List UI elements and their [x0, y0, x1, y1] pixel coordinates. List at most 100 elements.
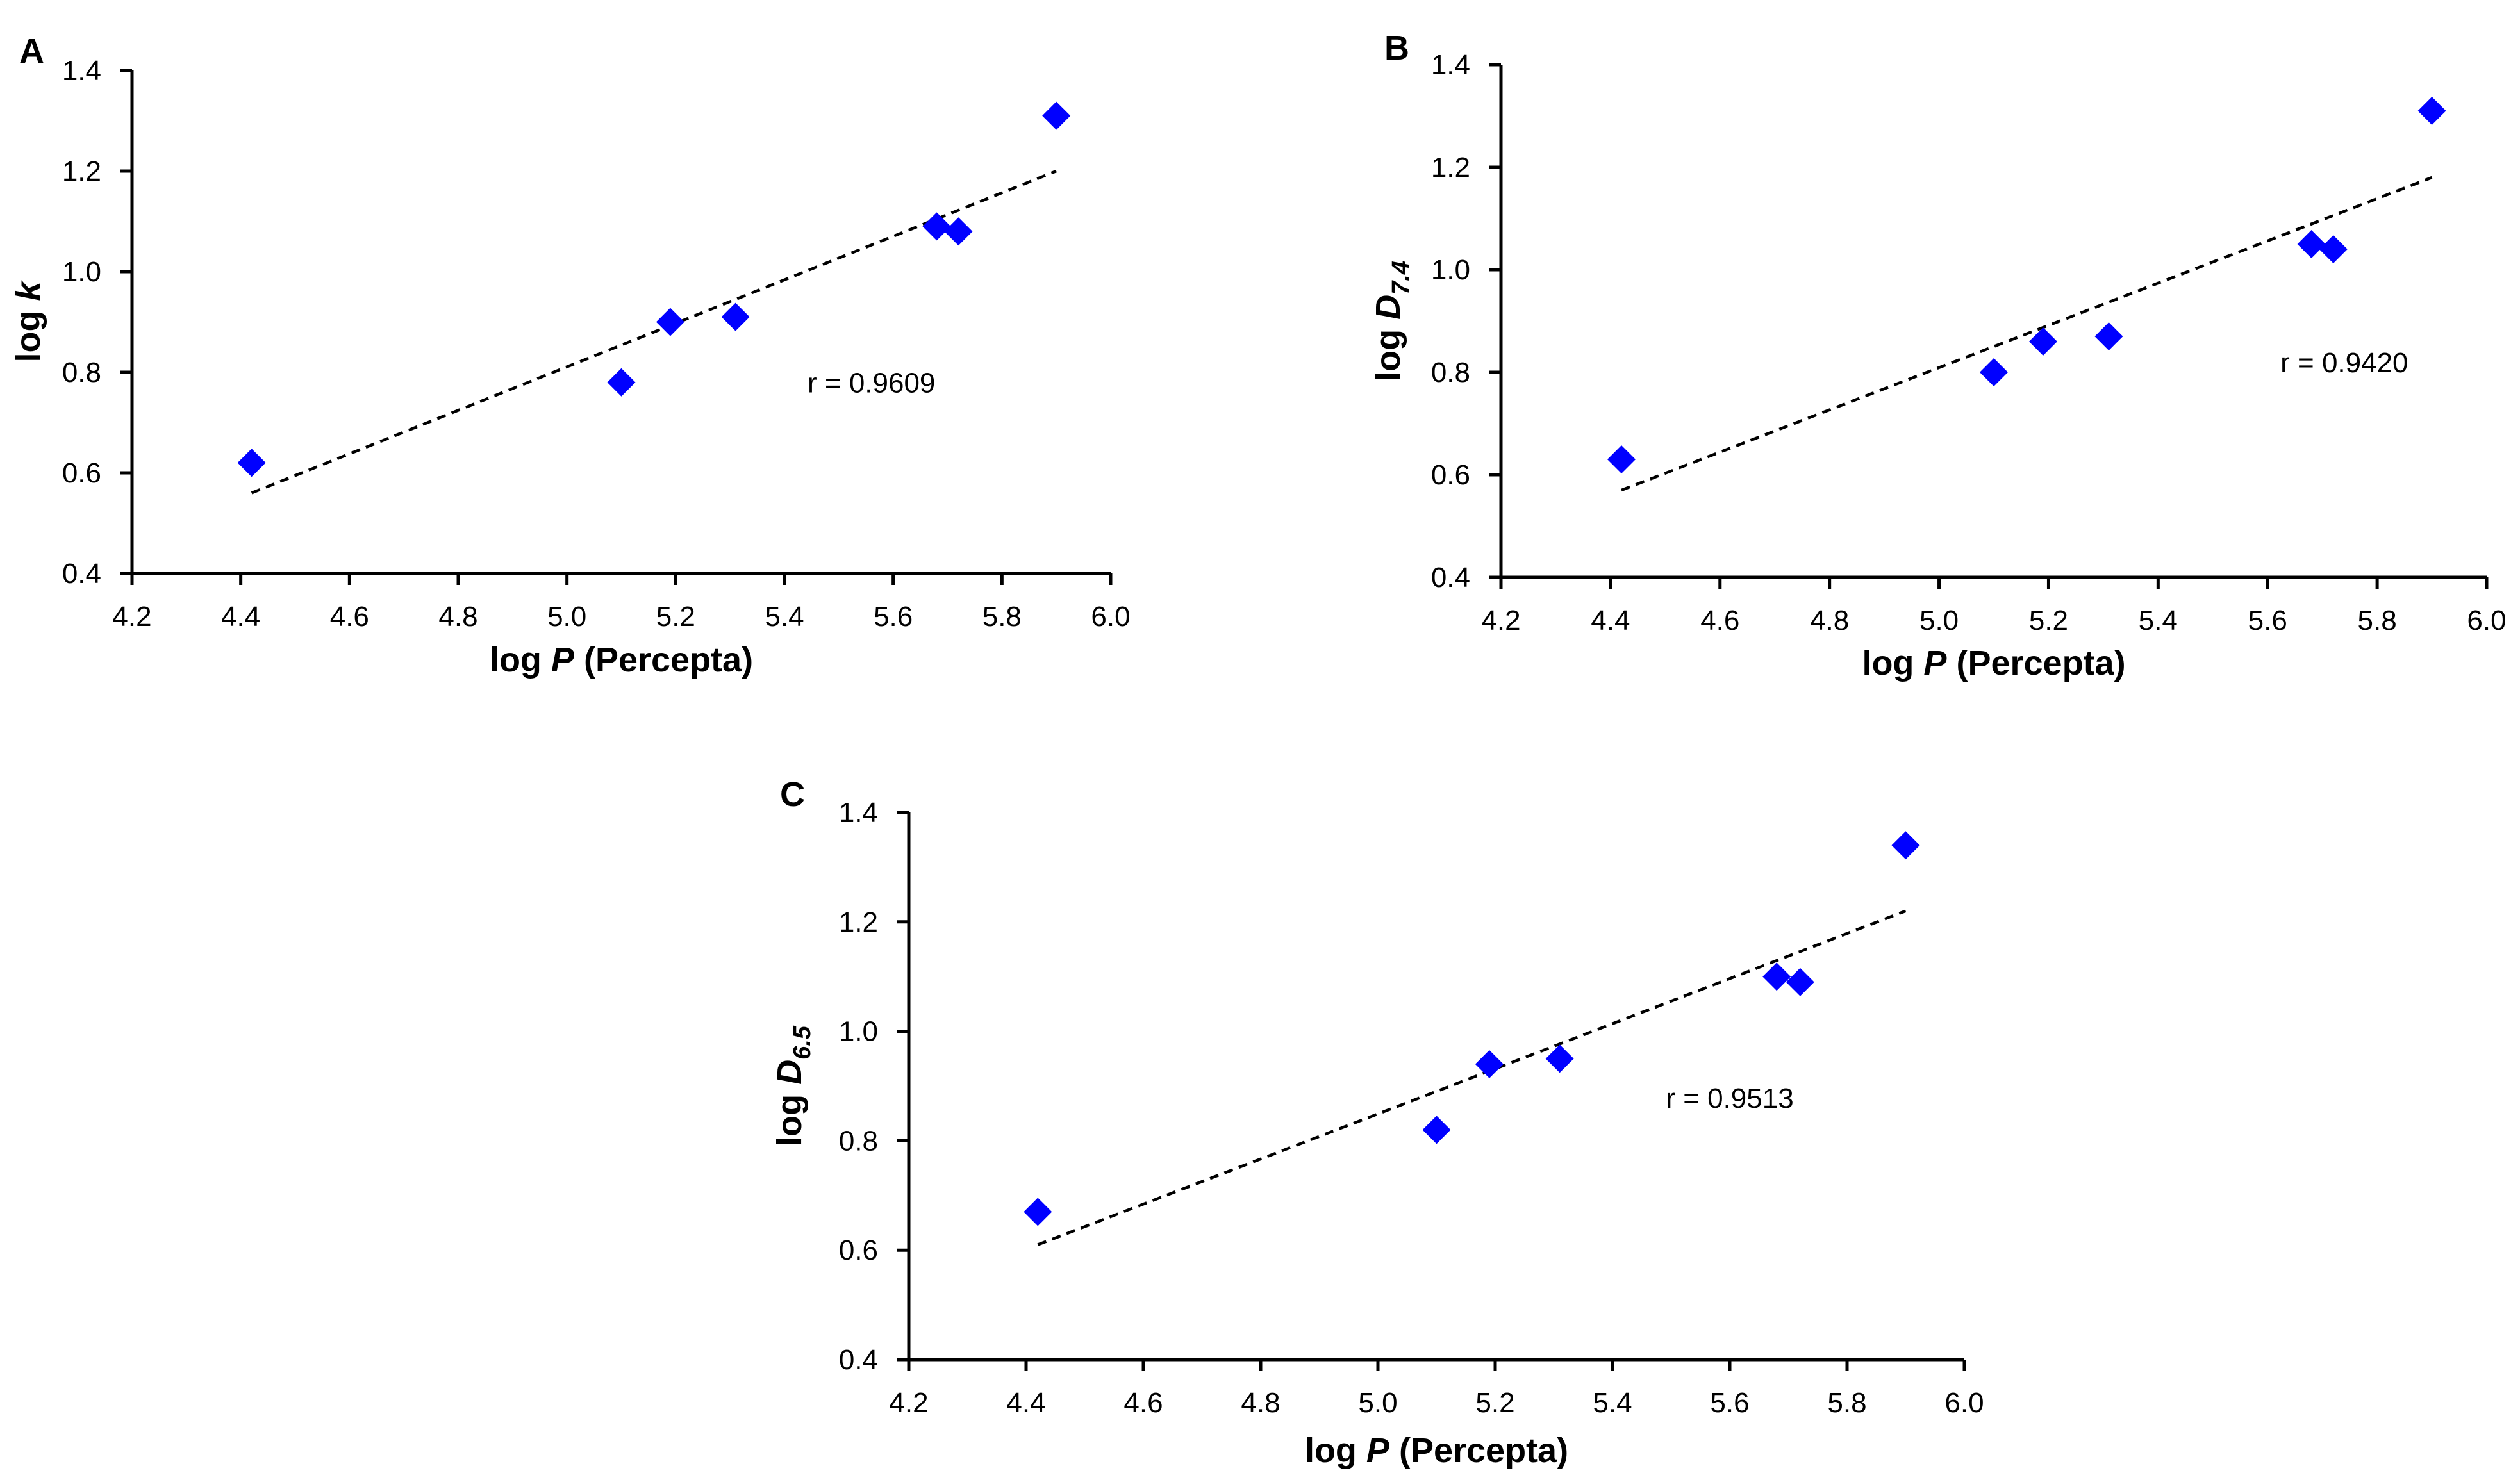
x-tick-label: 4.6 — [1123, 1387, 1163, 1419]
x-tick-label: 5.2 — [2029, 605, 2068, 636]
y-tick-label: 0.6 — [839, 1235, 878, 1266]
x-tick-label: 4.6 — [330, 601, 369, 632]
correlation-label: r = 0.9609 — [808, 367, 935, 399]
x-tick-label: 4.6 — [1700, 605, 1739, 636]
data-point — [1762, 962, 1791, 991]
y-axis-title-variable: D — [770, 1060, 809, 1085]
x-tick-label: 4.2 — [1481, 605, 1520, 636]
data-point — [1024, 1198, 1052, 1226]
x-tick-label: 4.8 — [1241, 1387, 1280, 1419]
y-tick-label: 1.0 — [1431, 254, 1470, 286]
data-point — [2417, 97, 2446, 125]
x-tick-label: 4.4 — [221, 601, 260, 632]
data-point — [922, 212, 951, 241]
data-point — [1545, 1044, 1574, 1073]
x-axis-title-variable: P — [1923, 644, 1947, 682]
y-tick-label: 0.4 — [62, 558, 101, 589]
x-axis-title: log P (Percepta) — [1862, 644, 2125, 682]
data-point — [237, 449, 266, 477]
y-axis-title-prefix: log — [770, 1085, 809, 1146]
x-tick-label: 5.2 — [656, 601, 695, 632]
data-point — [607, 368, 636, 397]
x-tick-label: 5.4 — [765, 601, 804, 632]
y-axis-title-variable: k — [9, 280, 47, 301]
x-axis-title-prefix: log — [1862, 644, 1923, 682]
y-tick-label: 0.4 — [839, 1344, 878, 1376]
data-point — [721, 302, 750, 331]
x-tick-label: 4.4 — [1006, 1387, 1045, 1419]
x-tick-label: 4.8 — [1810, 605, 1849, 636]
data-point — [1422, 1116, 1451, 1144]
x-tick-label: 5.2 — [1475, 1387, 1514, 1419]
x-tick-label: 5.6 — [1710, 1387, 1749, 1419]
x-tick-label: 5.0 — [1358, 1387, 1397, 1419]
x-tick-label: 5.6 — [874, 601, 913, 632]
y-tick-label: 1.0 — [62, 256, 101, 288]
x-tick-label: 5.0 — [1919, 605, 1959, 636]
y-tick-label: 1.4 — [839, 797, 878, 828]
panel-c: C 4.2 4.4 4.6 4.8 5.0 5.2 5.4 5.6 5.8 6.0 0.4 0.6 0.8… — [770, 775, 1984, 1470]
y-axis-title-variable: D — [1369, 295, 1407, 320]
data-point — [2297, 230, 2326, 258]
data-point — [1980, 358, 2008, 386]
y-tick-label: 0.8 — [1431, 357, 1470, 388]
x-tick-label: 5.4 — [2139, 605, 2178, 636]
data-point — [1607, 445, 1636, 473]
y-tick-label: 1.2 — [839, 907, 878, 938]
x-tick-label: 4.2 — [889, 1387, 928, 1419]
y-tick-label: 0.8 — [839, 1125, 878, 1157]
x-tick-label: 5.6 — [2248, 605, 2287, 636]
x-axis-title-suffix: (Percepta) — [1389, 1431, 1568, 1470]
panel-label: C — [780, 775, 805, 814]
trend-line — [251, 169, 1057, 495]
y-tick-label: 1.4 — [62, 55, 101, 86]
data-point — [1891, 831, 1920, 860]
correlation-label: r = 0.9420 — [2280, 347, 2408, 379]
data-point — [2319, 235, 2348, 263]
trend-line — [1621, 176, 2433, 492]
y-tick-label: 1.0 — [839, 1016, 878, 1048]
y-axis-title-prefix: log — [1369, 320, 1407, 381]
data-point — [944, 217, 973, 246]
data-point — [1475, 1050, 1504, 1078]
panel-label: B — [1384, 29, 1409, 67]
x-tick-label: 4.2 — [112, 601, 151, 632]
correlation-label: r = 0.9513 — [1666, 1083, 1793, 1114]
x-tick-label: 6.0 — [2467, 605, 2506, 636]
x-tick-label: 5.4 — [1593, 1387, 1632, 1419]
data-point — [2028, 327, 2057, 356]
x-tick-label: 5.8 — [982, 601, 1022, 632]
y-tick-label: 1.2 — [1431, 152, 1470, 183]
y-tick-label: 0.6 — [1431, 459, 1470, 491]
x-tick-label: 4.8 — [438, 601, 477, 632]
panel-a: A 4.2 4.4 4.6 4.8 5.0 5.2 5.4 5.6 5.8 6.0 0.4 0.6 0.8… — [9, 32, 1131, 679]
y-axis-title: log D6.5 — [770, 1025, 816, 1146]
x-axis-title: log P (Percepta) — [490, 641, 753, 679]
x-tick-label: 6.0 — [1944, 1387, 1984, 1419]
panel-label: A — [19, 32, 44, 70]
y-tick-label: 0.8 — [62, 357, 101, 388]
trend-line — [1037, 909, 1907, 1246]
y-axis-title-subscript: 7.4 — [1388, 261, 1414, 295]
x-tick-label: 5.0 — [547, 601, 586, 632]
y-tick-label: 0.6 — [62, 457, 101, 489]
x-tick-label: 4.4 — [1591, 605, 1630, 636]
data-point — [1786, 967, 1814, 996]
y-axis-title-subscript: 6.5 — [789, 1025, 816, 1060]
y-axis-title: log k — [9, 280, 47, 363]
x-axis-title-prefix: log — [1305, 1431, 1366, 1470]
data-point — [656, 308, 684, 336]
x-axis-title-variable: P — [551, 641, 575, 679]
y-axis-title-prefix: log — [9, 301, 47, 363]
data-point — [2094, 322, 2123, 350]
y-tick-label: 1.2 — [62, 156, 101, 187]
x-axis-title-suffix: (Percepta) — [1946, 644, 2125, 682]
data-point — [1042, 101, 1071, 130]
y-tick-label: 0.4 — [1431, 562, 1470, 593]
y-tick-label: 1.4 — [1431, 49, 1470, 81]
x-axis-title-variable: P — [1366, 1431, 1390, 1470]
x-axis-title-prefix: log — [490, 641, 551, 679]
y-axis-title: log D7.4 — [1369, 261, 1414, 381]
x-tick-label: 5.8 — [2358, 605, 2397, 636]
